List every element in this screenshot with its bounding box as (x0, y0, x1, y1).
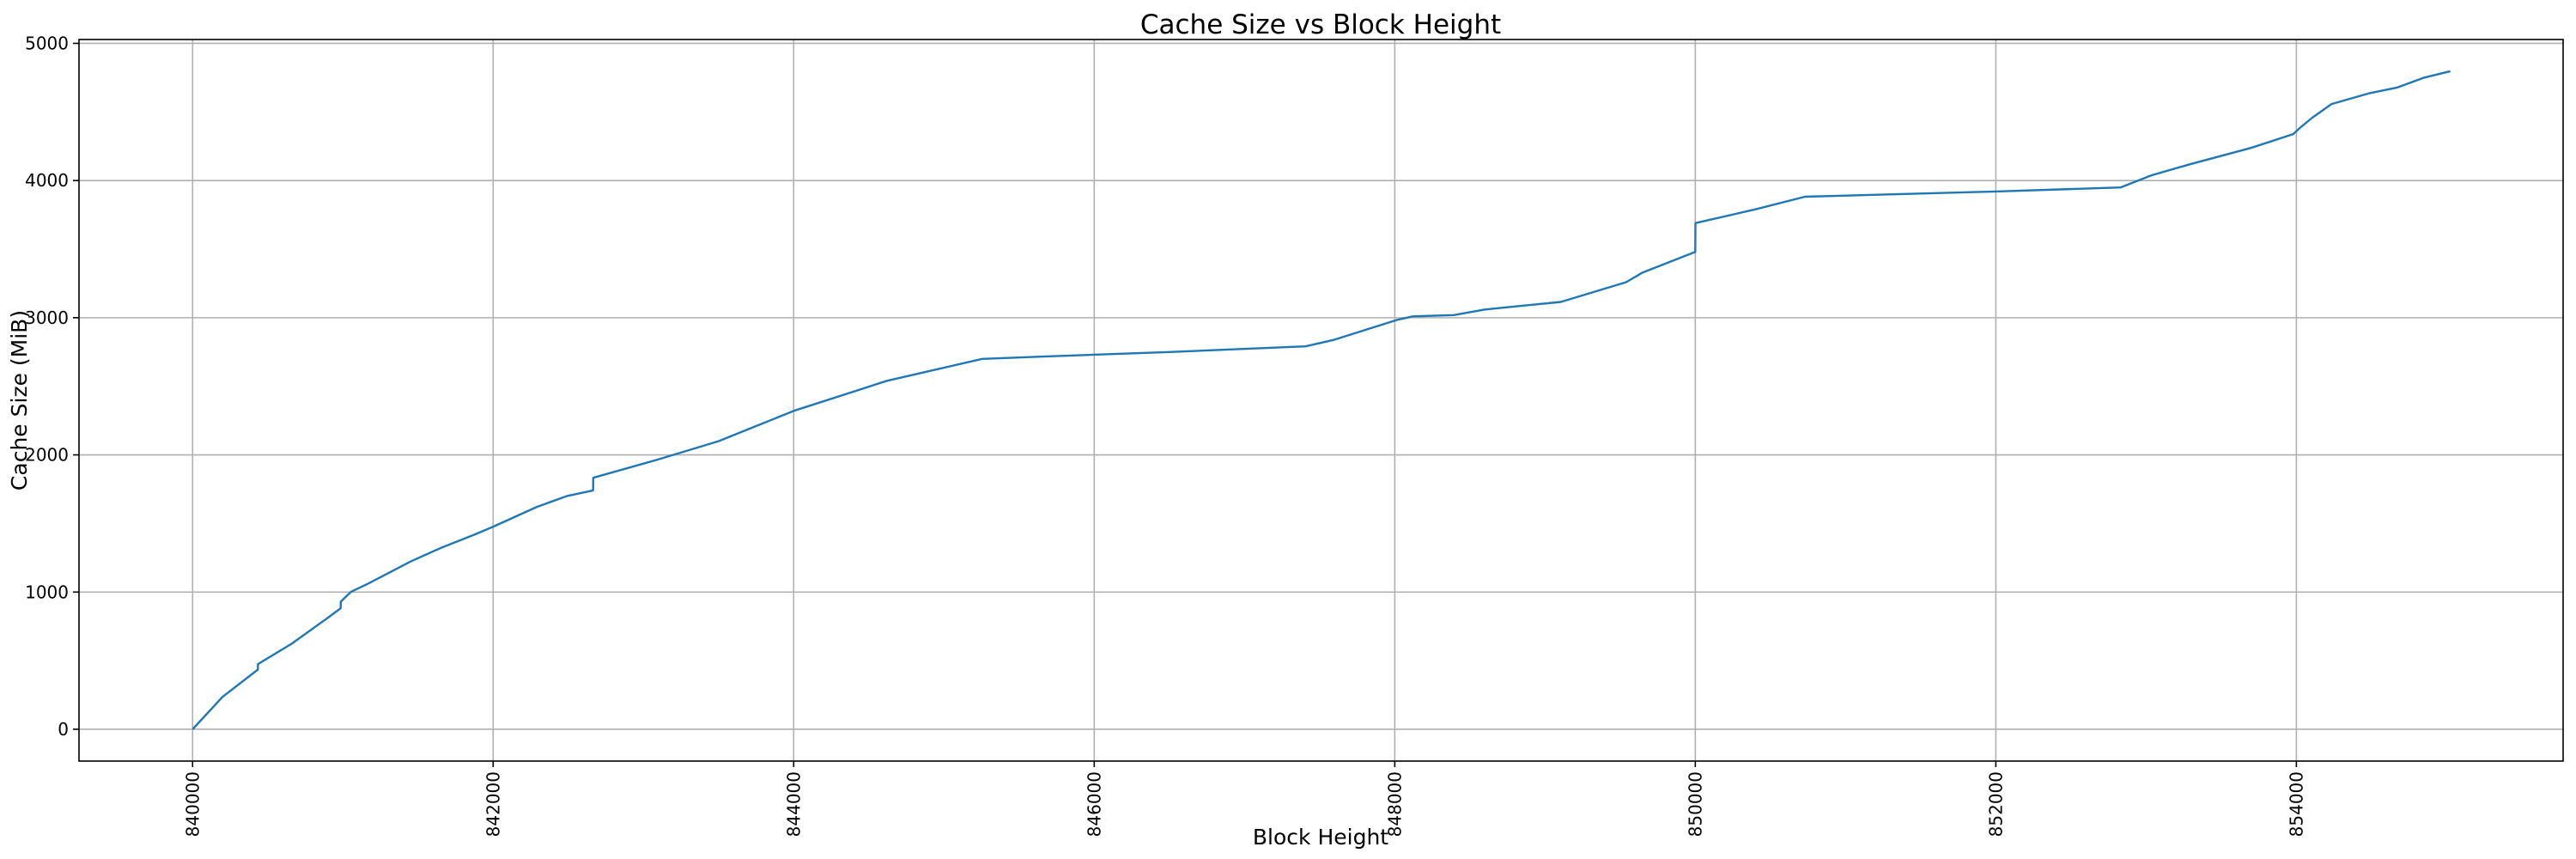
y-axis-label: Cache Size (MiB) (7, 310, 32, 490)
x-axis-label: Block Height (1253, 825, 1388, 850)
chart-title: Cache Size vs Block Height (1140, 9, 1501, 40)
x-tick-label: 852000 (1985, 771, 2006, 837)
y-tick-label: 2000 (25, 445, 69, 466)
y-tick-label: 0 (58, 719, 69, 740)
grid (79, 40, 2563, 761)
x-tick-label: 854000 (2286, 771, 2306, 837)
x-tick-label: 850000 (1685, 771, 1705, 837)
y-tick-label: 3000 (25, 308, 69, 328)
series-line-cache-size (191, 70, 2451, 730)
y-tick-label: 1000 (25, 582, 69, 602)
y-tick-label: 4000 (25, 170, 69, 191)
x-tick-label: 842000 (483, 771, 503, 837)
ticks: 840000 842000 844000 846000 848000 850000 8520… (25, 33, 2306, 837)
y-tick-label: 5000 (25, 33, 69, 53)
x-tick-label: 840000 (182, 771, 203, 837)
x-tick-label: 844000 (783, 771, 804, 837)
x-tick-label: 848000 (1384, 771, 1405, 837)
x-tick-label: 846000 (1084, 771, 1104, 837)
axes-frame (78, 39, 2564, 762)
